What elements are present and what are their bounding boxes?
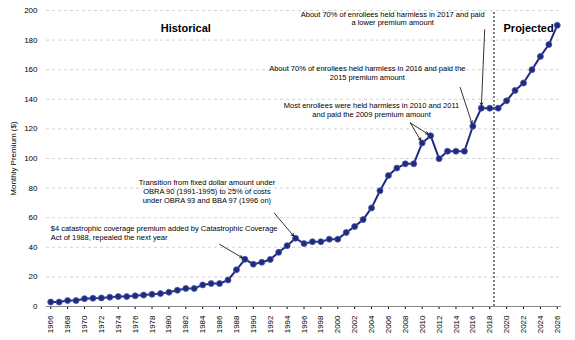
svg-text:0: 0 (33, 302, 38, 311)
svg-text:40: 40 (29, 243, 38, 252)
svg-text:180: 180 (24, 36, 38, 45)
svg-text:1984: 1984 (198, 315, 207, 333)
svg-text:200: 200 (24, 6, 38, 15)
svg-text:2000: 2000 (333, 315, 342, 333)
svg-text:100: 100 (24, 154, 38, 163)
svg-text:1992: 1992 (266, 315, 275, 333)
svg-text:1970: 1970 (80, 315, 89, 333)
svg-text:20: 20 (29, 272, 38, 281)
svg-text:120: 120 (24, 124, 38, 133)
svg-text:$4 catastrophic coverage premi: $4 catastrophic coverage premium added b… (51, 224, 278, 242)
svg-text:About 70% of enrollees held ha: About 70% of enrollees held harmless in … (269, 64, 465, 82)
svg-text:Monthly Premium ($): Monthly Premium ($) (9, 121, 18, 196)
svg-text:1980: 1980 (164, 315, 173, 333)
svg-text:2020: 2020 (502, 315, 511, 333)
svg-text:2018: 2018 (485, 315, 494, 333)
svg-text:2002: 2002 (350, 315, 359, 333)
svg-text:60: 60 (29, 213, 38, 222)
svg-text:1976: 1976 (131, 315, 140, 333)
svg-text:1990: 1990 (249, 315, 258, 333)
svg-text:2022: 2022 (519, 315, 528, 333)
svg-text:2008: 2008 (401, 315, 410, 333)
svg-text:2026: 2026 (553, 315, 562, 333)
svg-text:1972: 1972 (97, 315, 106, 333)
svg-text:140: 140 (24, 95, 38, 104)
svg-text:Transition from fixed dollar a: Transition from fixed dollar amount unde… (139, 178, 276, 204)
svg-text:2006: 2006 (384, 315, 393, 333)
svg-text:1982: 1982 (181, 315, 190, 333)
svg-text:1966: 1966 (46, 315, 55, 333)
svg-text:2016: 2016 (468, 315, 477, 333)
svg-text:Projected: Projected (504, 22, 554, 34)
svg-text:80: 80 (29, 184, 38, 193)
svg-text:1968: 1968 (63, 315, 72, 333)
svg-text:2024: 2024 (536, 315, 545, 333)
svg-text:1978: 1978 (148, 315, 157, 333)
svg-text:1988: 1988 (232, 315, 241, 333)
svg-text:1986: 1986 (215, 315, 224, 333)
svg-text:160: 160 (24, 65, 38, 74)
svg-text:1974: 1974 (114, 315, 123, 333)
svg-text:1994: 1994 (283, 315, 292, 333)
svg-text:1998: 1998 (316, 315, 325, 333)
svg-text:2012: 2012 (435, 315, 444, 333)
svg-text:About 70% of enrollees held ha: About 70% of enrollees held harmless in … (301, 10, 485, 28)
svg-text:1996: 1996 (300, 315, 309, 333)
svg-text:Most enrollees were held harml: Most enrollees were held harmless in 201… (284, 101, 459, 119)
svg-text:Historical: Historical (161, 22, 211, 34)
svg-text:2004: 2004 (367, 315, 376, 333)
svg-text:2014: 2014 (452, 315, 461, 333)
svg-text:2010: 2010 (418, 315, 427, 333)
